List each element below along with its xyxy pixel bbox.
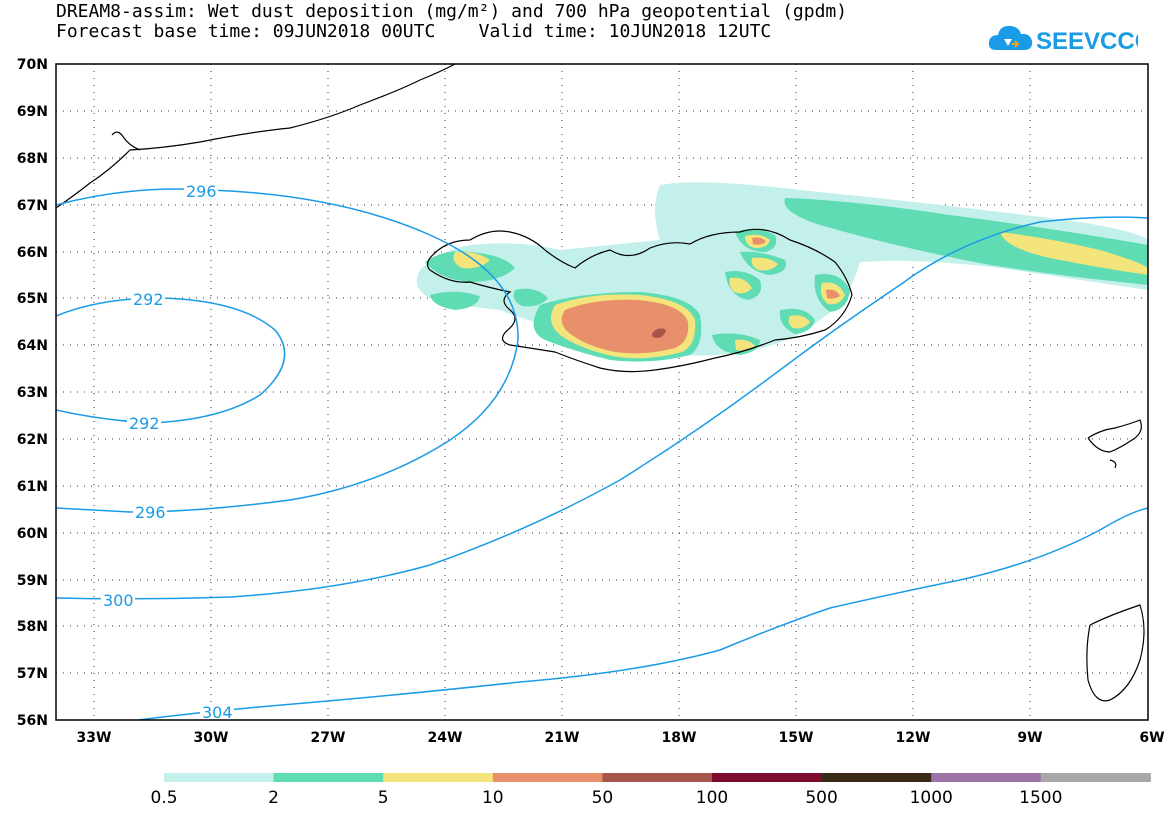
lon-label: 27W <box>311 730 346 746</box>
contour-292 <box>56 297 286 424</box>
colorbar-label: 1000 <box>910 788 953 808</box>
colorbar-swatch <box>712 773 823 782</box>
lat-axis-labels: 70N 69N 68N 67N 66N 65N 64N 63N 62N 61N … <box>17 57 48 729</box>
lat-label: 64N <box>17 338 48 354</box>
colorbar-label: 5 <box>378 788 389 808</box>
colorbar-label: 1500 <box>1019 788 1062 808</box>
svg-text:SEEVCCC: SEEVCCC <box>1036 28 1138 55</box>
contour-label: 296 <box>186 182 217 201</box>
seevccc-logo: SEEVCCC <box>988 25 1138 55</box>
grid-lines <box>56 64 1148 720</box>
lat-label: 59N <box>17 573 48 589</box>
lon-label: 18W <box>662 730 697 746</box>
contour-label: 296 <box>135 503 166 522</box>
colorbar-swatch <box>602 773 713 782</box>
lon-label: 12W <box>896 730 931 746</box>
lat-label: 65N <box>17 291 48 307</box>
colorbar-swatch <box>821 773 932 782</box>
lat-label: 66N <box>17 245 48 261</box>
colorbar-label: 100 <box>696 788 728 808</box>
dust-level-50 <box>652 328 666 338</box>
cloud-icon <box>988 25 1033 50</box>
contour-label: 292 <box>129 414 160 433</box>
contour-labels: 296 292 292 296 300 304 <box>101 182 234 722</box>
map-title: DREAM8-assim: Wet dust deposition (mg/m²… <box>56 1 848 22</box>
colorbar-swatch <box>273 773 384 782</box>
lon-label: 30W <box>194 730 229 746</box>
colorbar-label: 2 <box>268 788 279 808</box>
lat-label: 63N <box>17 385 48 401</box>
colorbar-swatch <box>492 773 603 782</box>
colorbar-swatch <box>383 773 494 782</box>
lat-label: 67N <box>17 198 48 214</box>
lat-label: 68N <box>17 151 48 167</box>
lon-label: 9W <box>1017 730 1042 746</box>
dust-level-2 <box>784 198 1148 285</box>
coastlines <box>55 63 1145 702</box>
colorbar-label: 0.5 <box>150 788 177 808</box>
contour-label: 292 <box>133 290 164 309</box>
lat-label: 69N <box>17 104 48 120</box>
colorbar-label: 500 <box>805 788 837 808</box>
lon-label: 21W <box>545 730 580 746</box>
lon-label: 33W <box>77 730 112 746</box>
dust-deposition-field <box>416 182 1148 362</box>
lon-label: 6W <box>1139 730 1164 746</box>
contour-label: 304 <box>202 703 233 722</box>
contour-296-north <box>56 188 519 513</box>
colorbar-swatch <box>1040 773 1151 782</box>
lon-label: 15W <box>779 730 814 746</box>
colorbar-swatch <box>931 773 1042 782</box>
contour-label: 300 <box>103 591 134 610</box>
dust-level-10 <box>561 299 689 354</box>
colorbar-label: 10 <box>482 788 504 808</box>
lat-label: 57N <box>17 666 48 682</box>
lat-label: 58N <box>17 619 48 635</box>
colorbar: 0.5 2 5 10 50 100 500 1000 1500 <box>150 773 1151 808</box>
colorbar-swatch <box>164 773 275 782</box>
lat-label: 56N <box>17 713 48 729</box>
contour-304 <box>137 507 1148 720</box>
dust-level-5 <box>1000 232 1148 275</box>
map-subtitle: Forecast base time: 09JUN2018 00UTC Vali… <box>56 21 772 42</box>
plot-frame <box>55 63 1149 721</box>
colorbar-label: 50 <box>592 788 614 808</box>
contour-300 <box>56 216 1148 600</box>
lat-label: 62N <box>17 432 48 448</box>
lat-label: 70N <box>17 57 48 73</box>
lon-label: 24W <box>428 730 463 746</box>
lat-label: 60N <box>17 526 48 542</box>
lat-label: 61N <box>17 479 48 495</box>
lon-axis-labels: 33W 30W 27W 24W 21W 18W 15W 12W 9W 6W <box>77 730 1165 746</box>
